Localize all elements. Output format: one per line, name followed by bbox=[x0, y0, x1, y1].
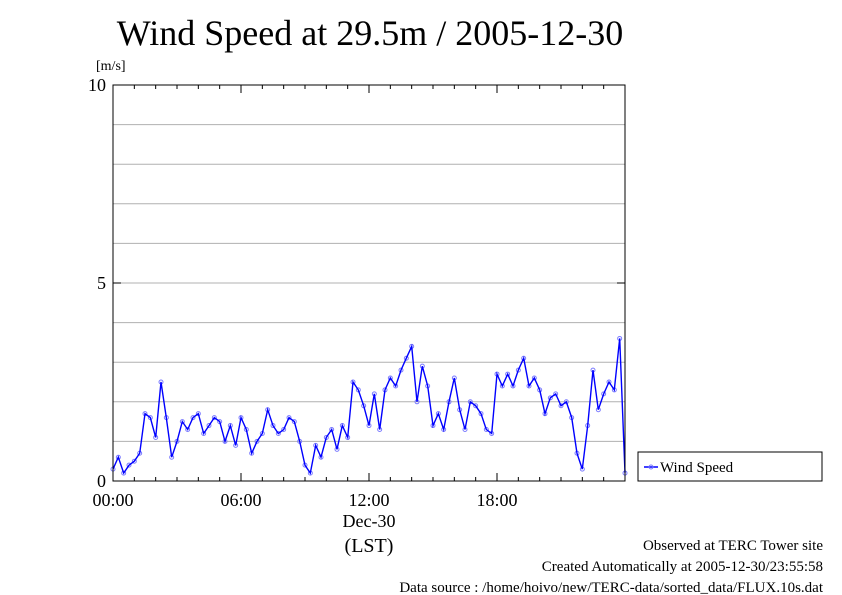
data-point bbox=[254, 438, 260, 444]
footer-created-time: Created Automatically at 2005-12-30/23:5… bbox=[542, 559, 823, 575]
data-point bbox=[499, 383, 505, 389]
y-axis: 0 5 10 bbox=[88, 75, 625, 491]
y-tick-label: 0 bbox=[97, 471, 106, 491]
legend-box bbox=[637, 451, 823, 482]
data-point bbox=[553, 391, 559, 397]
y-tick-label: 10 bbox=[88, 75, 106, 95]
data-point bbox=[185, 427, 191, 433]
data-point bbox=[206, 423, 212, 429]
data-point bbox=[275, 430, 281, 436]
footer-observed-site: Observed at TERC Tower site bbox=[643, 538, 823, 554]
legend-point-swatch bbox=[648, 464, 654, 470]
x-tick-label: 12:00 bbox=[348, 490, 389, 510]
x-axis: 00:00 06:00 12:00 18:00 bbox=[92, 85, 626, 510]
footer-data-source: Data source : /home/hoivo/new/TERC-data/… bbox=[399, 580, 823, 595]
data-point bbox=[281, 427, 287, 433]
data-point bbox=[531, 375, 537, 381]
data-point bbox=[286, 415, 292, 421]
grid-lines bbox=[113, 124, 625, 442]
y-tick-label: 5 bbox=[97, 273, 106, 293]
legend-label-wind-speed: Wind Speed bbox=[660, 460, 734, 476]
data-point bbox=[606, 379, 612, 385]
data-point bbox=[558, 403, 564, 409]
data-point bbox=[211, 415, 217, 421]
chart-title: Wind Speed at 29.5m / 2005-12-30 bbox=[117, 13, 623, 53]
scatter-points bbox=[110, 335, 628, 476]
data-point bbox=[387, 375, 393, 381]
x-tick-label: 06:00 bbox=[220, 490, 261, 510]
y-axis-unit-label: [m/s] bbox=[96, 59, 126, 74]
x-axis-date-label: Dec-30 bbox=[343, 511, 396, 531]
data-point bbox=[190, 415, 196, 421]
series-line-wind-speed bbox=[112, 338, 626, 475]
data-point bbox=[131, 458, 137, 464]
x-tick-label: 00:00 bbox=[92, 490, 133, 510]
x-tick-label: 18:00 bbox=[476, 490, 517, 510]
data-point bbox=[473, 403, 479, 409]
data-point bbox=[505, 371, 511, 377]
data-point bbox=[403, 355, 409, 361]
x-axis-title: (LST) bbox=[345, 535, 394, 557]
legend: Wind Speed bbox=[637, 451, 823, 482]
data-point bbox=[126, 462, 132, 468]
